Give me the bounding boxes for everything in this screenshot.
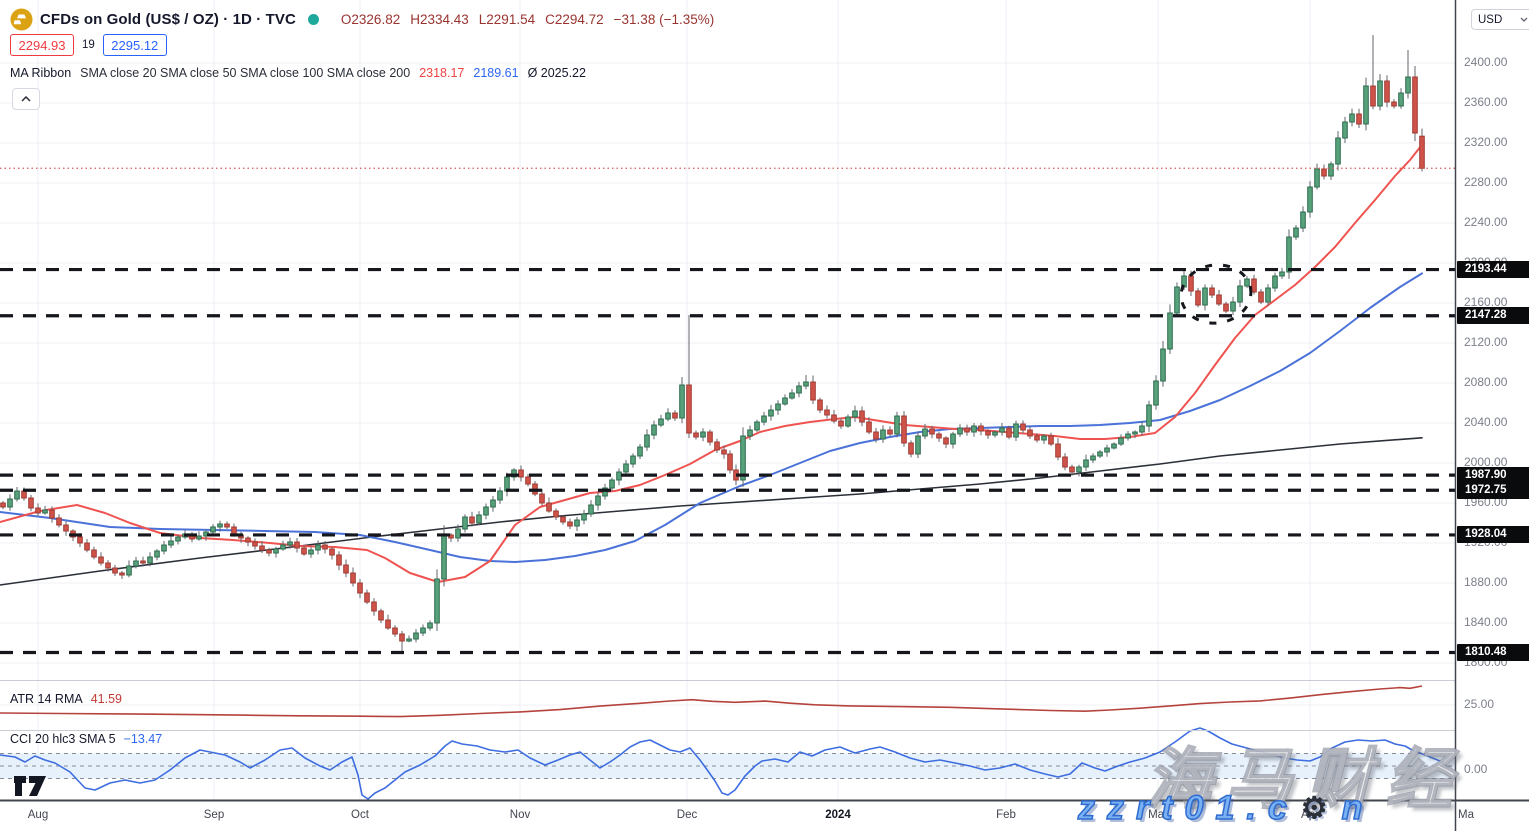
ohlc-high: H2334.43: [410, 12, 469, 27]
ma-ribbon-lines: [0, 143, 1423, 586]
ma-ribbon-params: SMA close 20 SMA close 50 SMA close 100 …: [80, 66, 411, 80]
ma-ribbon-sma20-value: 2318.17: [419, 66, 465, 80]
time-label: Oct: [351, 809, 369, 821]
ohlc-close: C2294.72: [545, 12, 604, 27]
ohlc-change: −31.38 (−1.35%): [613, 12, 715, 27]
cci-legend[interactable]: CCI 20 hlc3 SMA 5 −13.47: [10, 732, 162, 746]
chevron-up-icon: [21, 96, 31, 102]
price-level-tag: 1810.48: [1457, 644, 1529, 662]
atr-axis-tick: 25.00: [1464, 697, 1495, 711]
symbol-title[interactable]: CFDs on Gold (US$ / OZ) · 1D · TVC: [40, 11, 296, 28]
atr-legend[interactable]: ATR 14 RMA 41.59: [10, 692, 122, 706]
buy-button[interactable]: 2295.12: [102, 34, 167, 56]
atr-title: ATR 14 RMA: [10, 692, 83, 706]
price-level-tag: 1972.75: [1457, 481, 1529, 499]
price-tick-label: 2120.00: [1464, 335, 1508, 349]
sell-button[interactable]: 2294.93: [10, 34, 74, 56]
chevron-down-icon: [1520, 17, 1528, 22]
candlesticks: [0, 35, 1425, 653]
time-label: Ma: [1458, 809, 1474, 821]
price-level-tag: 1987.90: [1457, 466, 1529, 484]
price-tick-label: 2360.00: [1464, 95, 1508, 109]
ohlc-open: O2326.82: [340, 12, 401, 27]
market-status-icon[interactable]: [307, 14, 319, 25]
price-tick-label: 2240.00: [1464, 215, 1508, 229]
atr-line: [0, 685, 1423, 718]
collapse-legend-button[interactable]: [12, 88, 40, 110]
atr-value: 41.59: [90, 692, 122, 706]
ohlc-values: O2326.82 H2334.43 L2291.54 C2294.72 −31.…: [341, 12, 714, 27]
price-tick-label: 2320.00: [1464, 135, 1508, 149]
time-label: 2024: [825, 809, 851, 821]
price-tick-label: 2280.00: [1464, 175, 1508, 189]
ma-ribbon-legend[interactable]: MA Ribbon SMA close 20 SMA close 50 SMA …: [10, 66, 586, 80]
time-label: Sep: [203, 809, 225, 821]
ma-ribbon-avg-value: Ø 2025.22: [527, 66, 586, 80]
time-label: Nov: [509, 809, 531, 821]
price-tick-label: 2040.00: [1464, 415, 1508, 429]
time-label: Feb: [996, 809, 1016, 821]
bid-ask-row: 2294.93 19 2295.12: [10, 34, 167, 56]
cci-value: −13.47: [123, 732, 163, 746]
support-resistance-lines: [0, 263, 1455, 655]
ma-ribbon-sma50-value: 2189.61: [473, 66, 519, 80]
cci-axis-tick: 0.00: [1464, 762, 1488, 776]
price-level-tag: 1928.04: [1457, 526, 1529, 544]
price-tick-label: 2000.00: [1464, 455, 1508, 469]
cci-band: [0, 753, 1455, 779]
currency-label: USD: [1478, 13, 1503, 26]
time-label: Aug: [27, 809, 49, 821]
price-tick-label: 1840.00: [1464, 615, 1508, 629]
cci-line: [0, 727, 1449, 800]
price-tick-label: 2400.00: [1464, 55, 1508, 69]
tradingview-logo-icon[interactable]: [12, 772, 50, 798]
price-tick-label: 2080.00: [1464, 375, 1508, 389]
time-label: Dec: [676, 809, 698, 821]
time-label: Apr: [1301, 809, 1319, 821]
spread-value: 19: [82, 39, 95, 51]
price-level-tag: 2147.28: [1457, 307, 1529, 325]
price-tick-label: 1880.00: [1464, 575, 1508, 589]
price-tick-label: 2160.00: [1464, 295, 1508, 309]
ohlc-low: L2291.54: [478, 12, 536, 27]
symbol-header: CFDs on Gold (US$ / OZ) · 1D · TVC O2326…: [10, 8, 714, 31]
currency-selector[interactable]: USD: [1471, 9, 1529, 30]
pattern-annotation: [1179, 263, 1253, 325]
time-label: Mar: [1148, 809, 1168, 821]
cci-title: CCI 20 hlc3 SMA 5: [10, 732, 116, 746]
gold-coin-icon: [10, 8, 33, 31]
price-level-tag: 2193.44: [1457, 261, 1529, 279]
ma-ribbon-title: MA Ribbon: [10, 66, 72, 80]
